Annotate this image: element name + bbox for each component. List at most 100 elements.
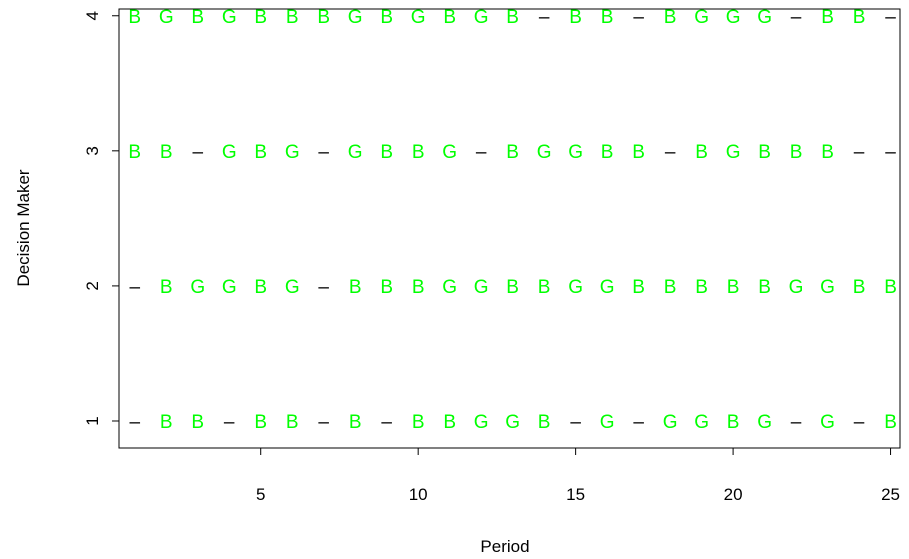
x-axis-title: Period <box>480 537 529 556</box>
data-point: – <box>318 142 329 163</box>
data-point: B <box>254 277 267 298</box>
data-point: B <box>317 7 330 28</box>
data-point: G <box>600 277 615 298</box>
data-point: G <box>474 277 489 298</box>
row-decision-maker-1: – B B – B B – B – B B G G B – G – G G B G – G – B <box>129 412 896 433</box>
data-point: B <box>632 277 645 298</box>
data-point: B <box>443 7 456 28</box>
data-point: – <box>318 277 329 298</box>
x-axis: 5 10 15 20 25 <box>256 447 900 504</box>
data-point: G <box>600 412 615 433</box>
data-point: G <box>159 7 174 28</box>
data-point: B <box>506 7 519 28</box>
data-point: – <box>885 142 896 163</box>
data-point: G <box>820 277 835 298</box>
data-point: G <box>694 7 709 28</box>
data-point: B <box>380 142 393 163</box>
y-tick-label: 3 <box>83 146 102 155</box>
data-point: – <box>570 412 581 433</box>
y-tick-label: 2 <box>83 281 102 290</box>
x-tick-label: 15 <box>566 485 585 504</box>
data-point: – <box>224 412 235 433</box>
data-point: B <box>664 7 677 28</box>
data-point: B <box>380 277 393 298</box>
data-point: – <box>854 412 865 433</box>
data-point: B <box>160 277 173 298</box>
data-point: – <box>791 412 802 433</box>
data-point: G <box>442 277 457 298</box>
data-point: B <box>884 412 897 433</box>
y-tick-label: 4 <box>83 11 102 20</box>
y-tick-label: 1 <box>83 416 102 425</box>
data-point: B <box>727 277 740 298</box>
data-point: B <box>128 7 141 28</box>
data-point: – <box>633 412 644 433</box>
plot-frame <box>118 8 901 449</box>
data-point: G <box>474 412 489 433</box>
data-point: B <box>254 412 267 433</box>
data-point: B <box>601 142 614 163</box>
data-point: B <box>286 412 299 433</box>
data-point: B <box>286 7 299 28</box>
data-point: – <box>539 7 550 28</box>
data-point: G <box>474 7 489 28</box>
data-point: B <box>538 277 551 298</box>
data-point: B <box>664 277 677 298</box>
x-tick-label: 10 <box>409 485 428 504</box>
data-point: B <box>569 7 582 28</box>
data-point: – <box>476 142 487 163</box>
data-point: – <box>381 412 392 433</box>
x-tick-label: 25 <box>881 485 900 504</box>
data-point: G <box>568 277 583 298</box>
data-point: B <box>884 277 897 298</box>
data-point: – <box>192 142 203 163</box>
y-axis: 1 2 3 4 <box>83 11 120 426</box>
data-point: B <box>538 412 551 433</box>
data-point: B <box>821 142 834 163</box>
data-point: G <box>789 277 804 298</box>
data-point: G <box>726 142 741 163</box>
data-point: B <box>443 412 456 433</box>
data-point: G <box>820 412 835 433</box>
data-point: B <box>695 277 708 298</box>
data-point: – <box>885 7 896 28</box>
data-point: G <box>537 142 552 163</box>
data-point: B <box>191 7 204 28</box>
plot-area: – B B – B B – B – B B G G B – G – G G B G – G – B– B G G B G – B B B G G B B G… <box>118 7 901 449</box>
row-decision-maker-2: – B G G B G – B B B G G B B G G B B B B B G G B B <box>129 277 896 298</box>
data-point: G <box>757 7 772 28</box>
data-point: G <box>190 277 205 298</box>
row-decision-maker-3: B B – G B G – G B B G – B G G B B – B G B B B – – <box>128 142 896 163</box>
row-decision-maker-4: B G B G B B B G B G B G B – B B – B G G G – B B – <box>128 7 896 28</box>
data-point: – <box>318 412 329 433</box>
data-point: – <box>791 7 802 28</box>
data-point: B <box>695 142 708 163</box>
data-point: G <box>222 142 237 163</box>
data-point: B <box>758 142 771 163</box>
data-point: G <box>285 277 300 298</box>
data-point: B <box>727 412 740 433</box>
data-point: B <box>160 142 173 163</box>
data-point: B <box>821 7 834 28</box>
data-point: B <box>349 277 362 298</box>
data-point: G <box>442 142 457 163</box>
data-point: G <box>285 142 300 163</box>
data-point: G <box>757 412 772 433</box>
data-point: B <box>853 7 866 28</box>
data-point: B <box>191 412 204 433</box>
data-point: G <box>348 7 363 28</box>
data-point: B <box>254 142 267 163</box>
data-point: G <box>222 7 237 28</box>
data-point: G <box>348 142 363 163</box>
data-point: B <box>601 7 614 28</box>
data-point: – <box>129 412 140 433</box>
x-tick-label: 20 <box>724 485 743 504</box>
data-point: G <box>568 142 583 163</box>
data-point: B <box>412 142 425 163</box>
data-point: B <box>506 277 519 298</box>
data-point: B <box>506 142 519 163</box>
data-point: B <box>380 7 393 28</box>
data-point: – <box>129 277 140 298</box>
data-point: – <box>665 142 676 163</box>
